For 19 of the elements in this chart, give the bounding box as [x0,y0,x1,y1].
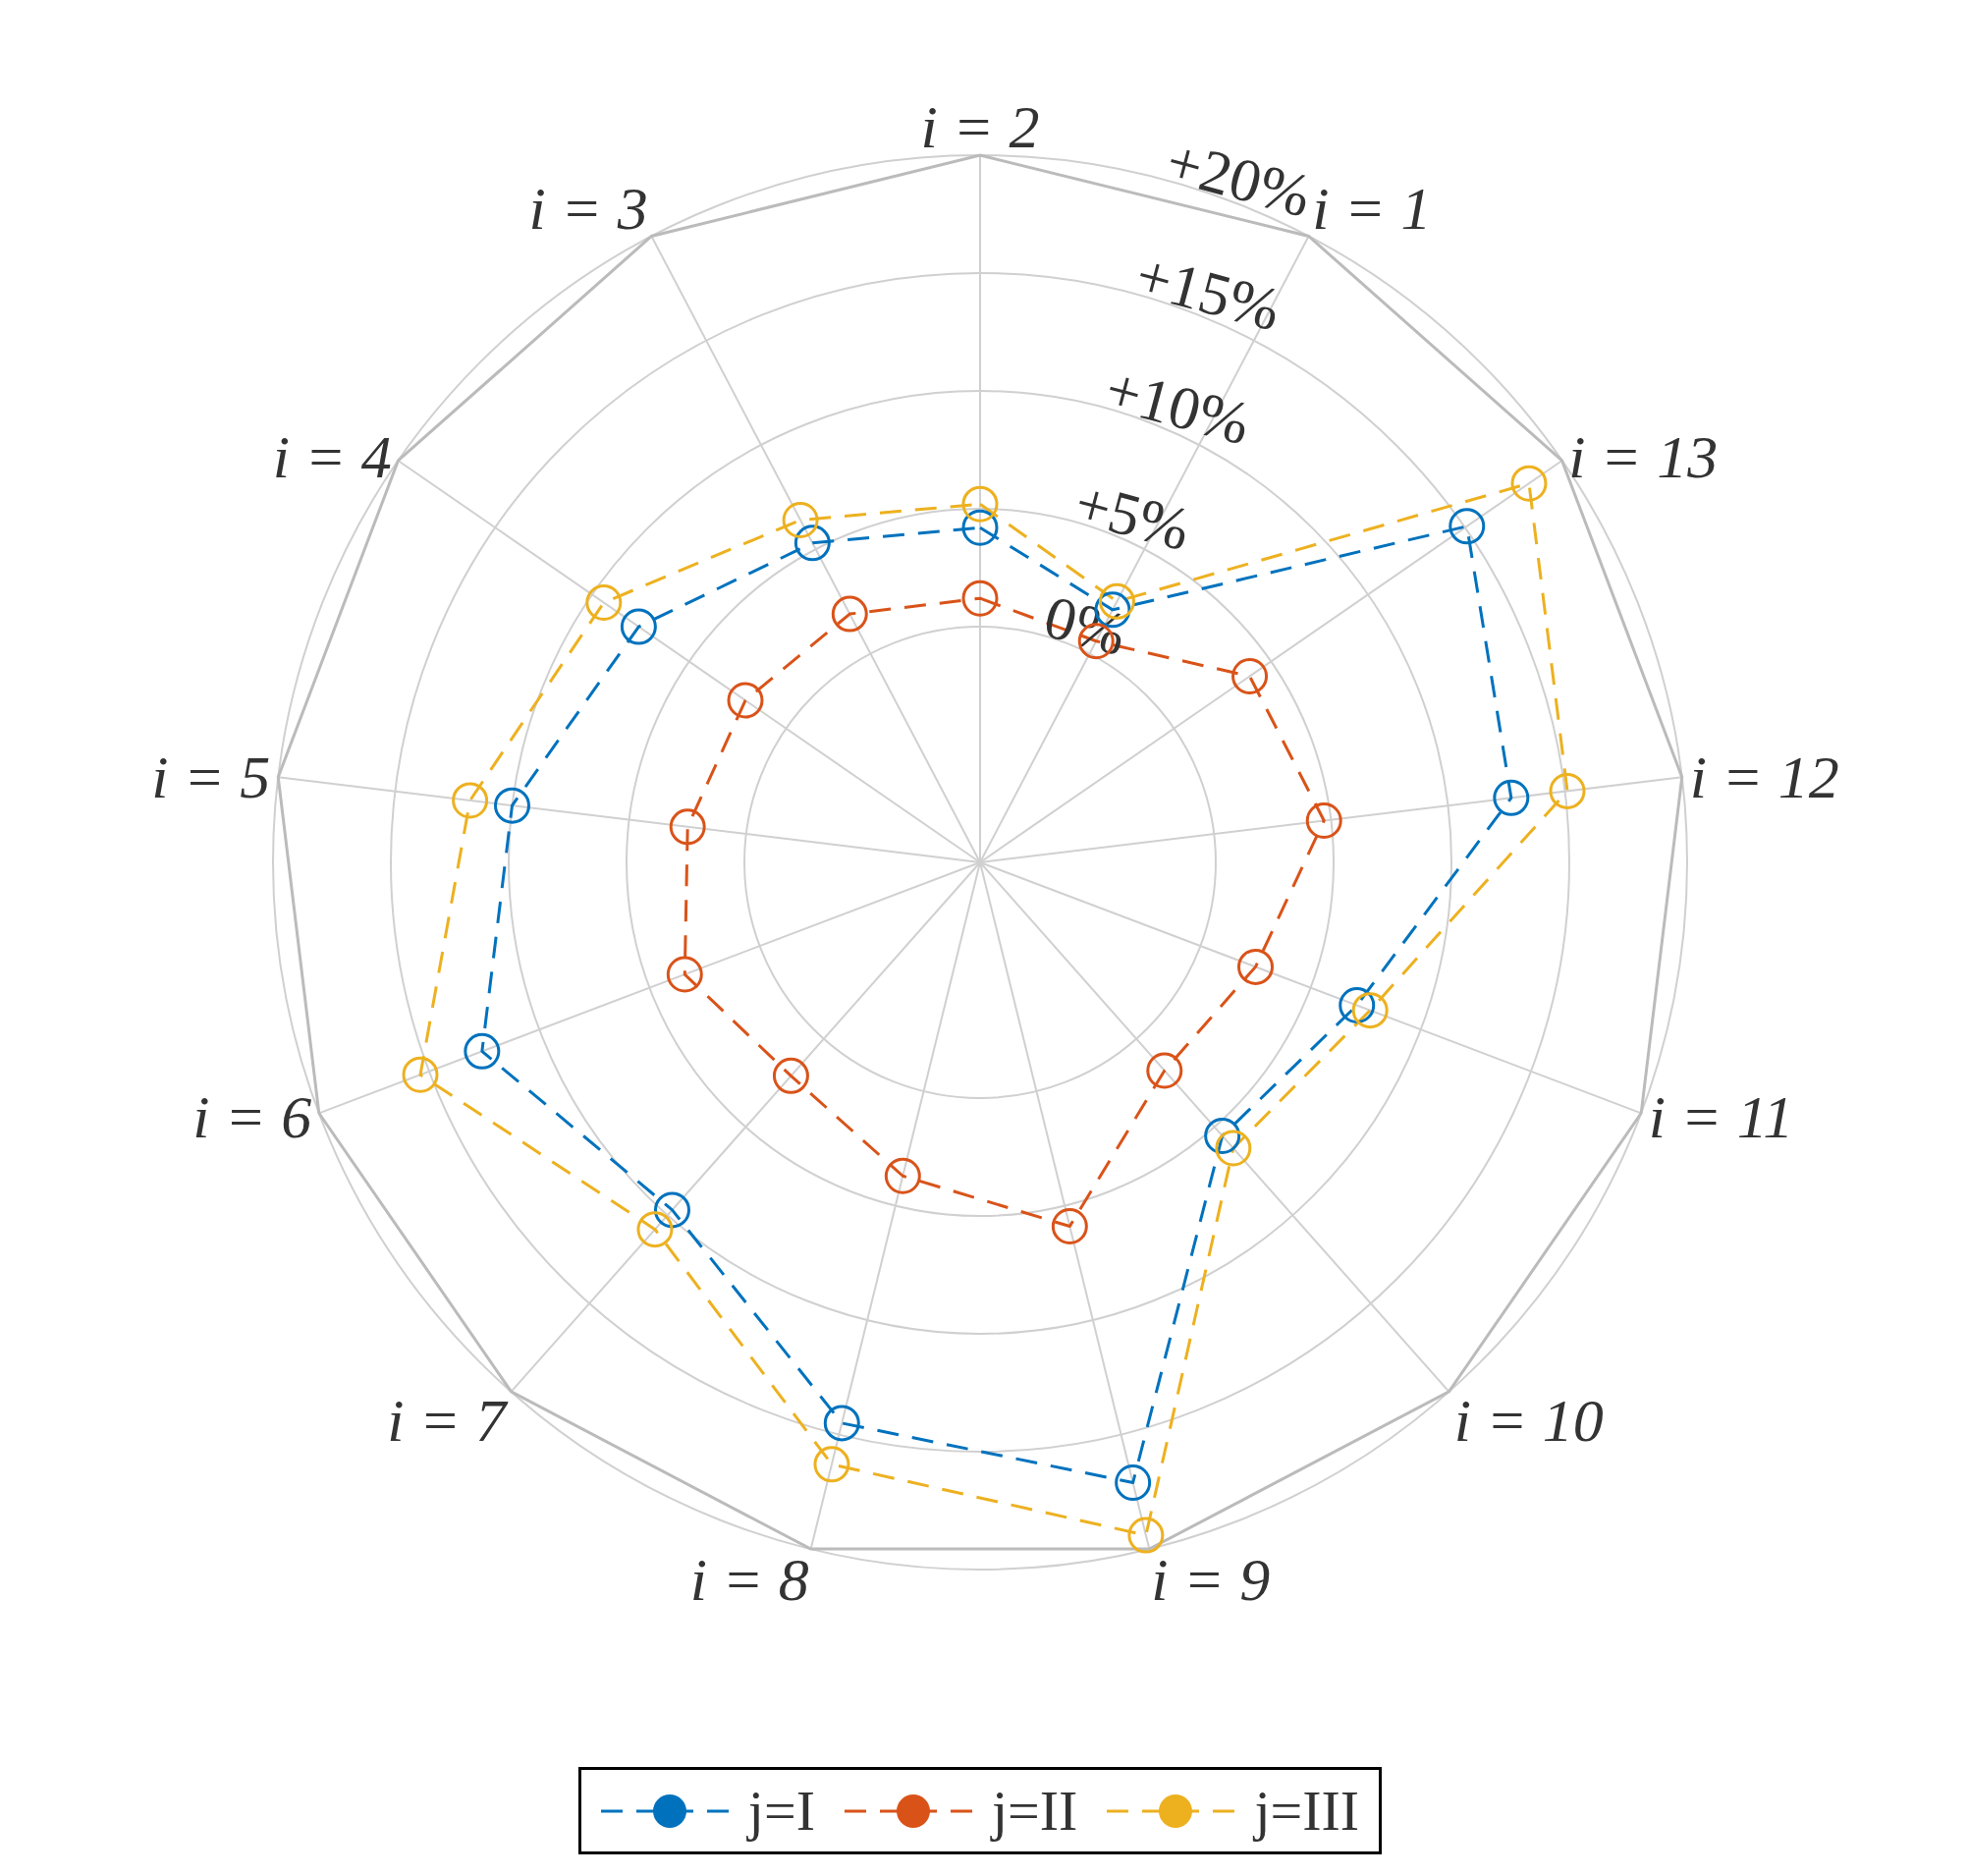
y-tick-label: +15% [1128,241,1288,344]
spoke-label: i = 5 [151,744,271,811]
y-tick-label: +5% [1067,469,1198,564]
spoke-label: i = 3 [528,175,648,243]
y-tick-label: +10% [1098,355,1258,458]
spoke-label: i = 6 [192,1083,312,1151]
spoke-label: i = 7 [387,1386,510,1454]
spoke-label: i = 13 [1568,423,1719,491]
spoke-label: i = 2 [920,93,1040,160]
spoke-label: i = 8 [689,1545,809,1613]
legend-label: j=I [747,1778,815,1844]
spoke-label: i = 9 [1151,1545,1271,1613]
legend-label: j=III [1254,1778,1360,1844]
spoke-label: i = 11 [1648,1083,1794,1151]
spoke-label: i = 1 [1312,175,1432,243]
legend-label: j=II [991,1778,1078,1844]
spoke-label: i = 12 [1689,744,1839,811]
spoke-label: i = 10 [1453,1386,1604,1454]
spoke-label: i = 4 [272,423,392,491]
